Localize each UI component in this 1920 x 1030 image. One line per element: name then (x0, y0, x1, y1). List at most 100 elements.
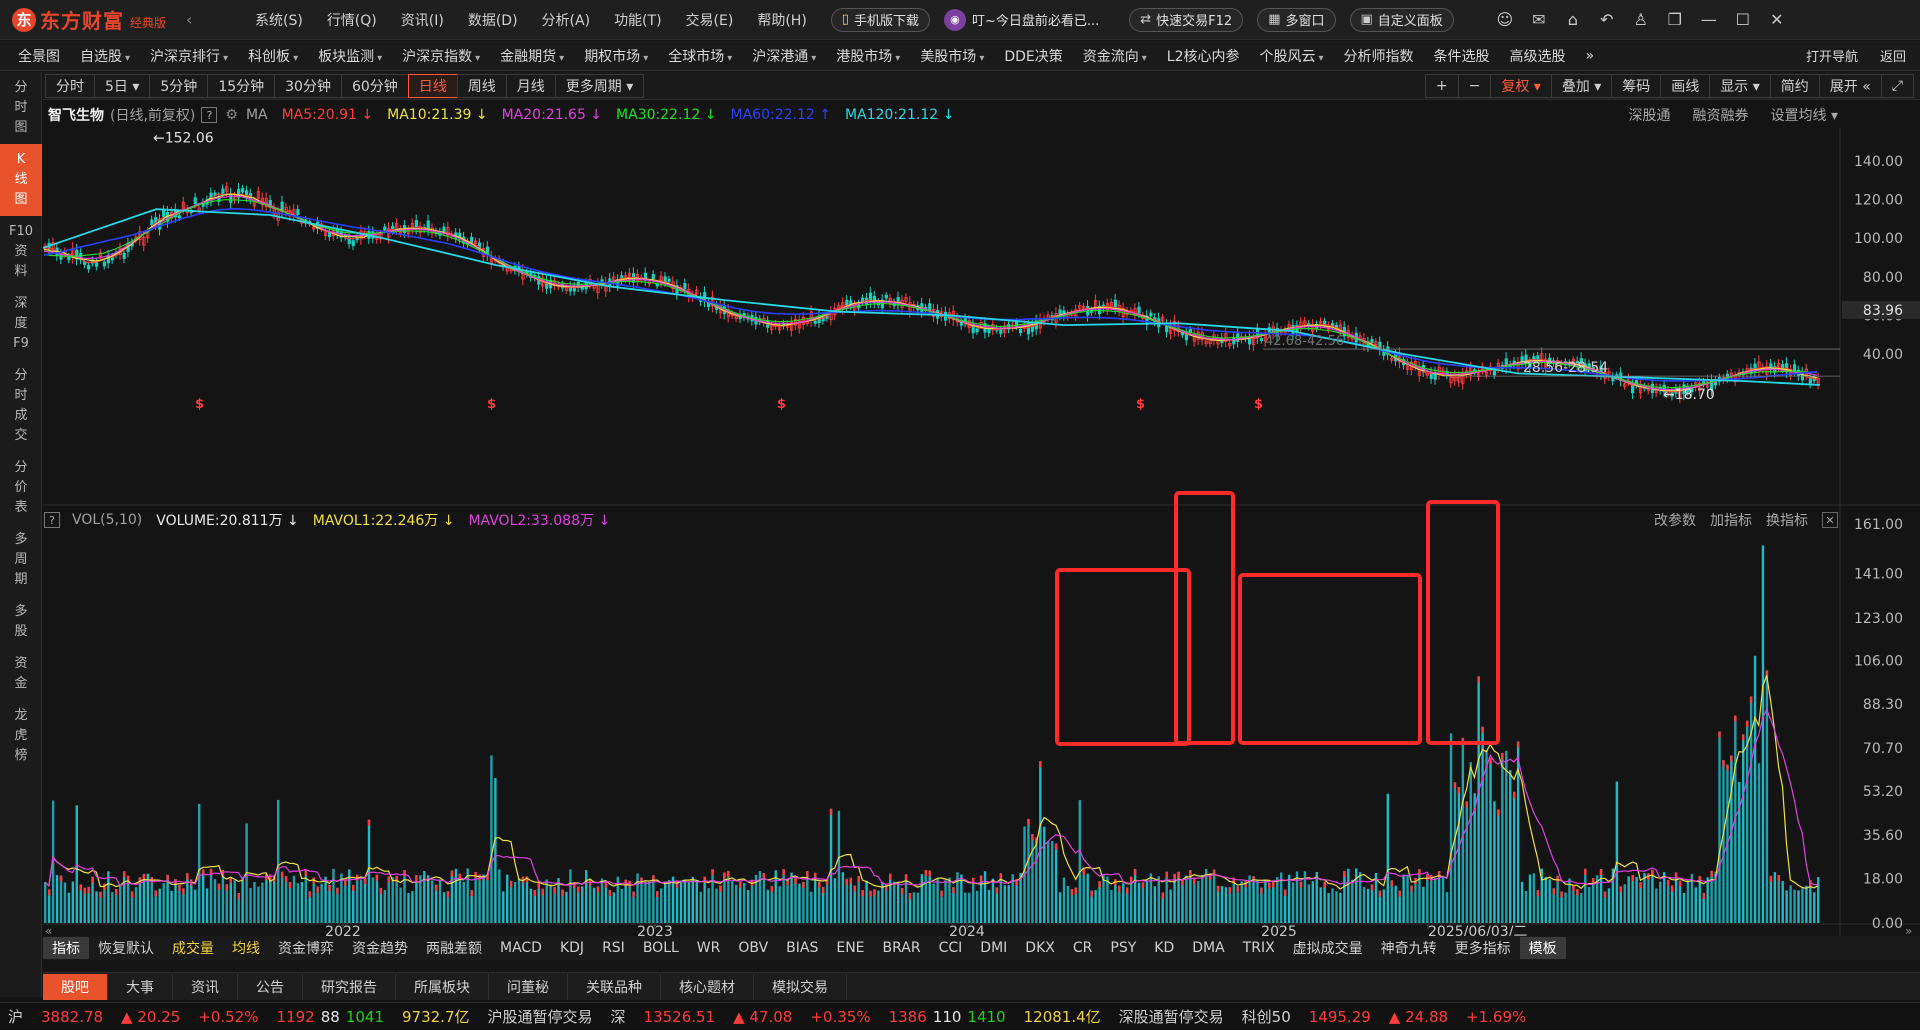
nav-item-8[interactable]: 全球市场 ▾ (668, 48, 733, 65)
stock-name[interactable]: 智飞生物 (48, 108, 104, 124)
info-tab-9[interactable]: 模拟交易 (754, 973, 847, 1000)
indicator-tab-26[interactable]: 更多指标 (1454, 941, 1511, 957)
indicator-tab-22[interactable]: DMA (1192, 940, 1225, 956)
home-icon[interactable]: ⌂ (1567, 10, 1578, 29)
info-tab-0[interactable]: 股吧 (43, 973, 108, 1000)
mobile-download-button[interactable]: ▯ 手机版下载 (830, 7, 930, 32)
info-tab-7[interactable]: 关联品种 (568, 973, 661, 1000)
indicator-tab-7[interactable]: MACD (500, 940, 542, 956)
info-tab-3[interactable]: 公告 (238, 973, 303, 1000)
indicator-tab-2[interactable]: 成交量 (172, 941, 214, 957)
indicator-tab-21[interactable]: KD (1154, 940, 1175, 956)
info-tab-5[interactable]: 所属板块 (396, 973, 489, 1000)
close-icon[interactable]: ✕ (1770, 10, 1784, 29)
sidebar-tab-4[interactable]: 分时成交 (0, 360, 42, 452)
chart-tool-3[interactable]: 叠加 ▾ (1550, 73, 1613, 98)
indicator-tab-1[interactable]: 恢复默认 (98, 941, 154, 957)
period-6[interactable]: 日线 (407, 73, 458, 98)
period-7[interactable]: 周线 (456, 73, 507, 98)
nav-more-icon[interactable]: » (1585, 47, 1595, 64)
info-tab-1[interactable]: 大事 (108, 973, 173, 1000)
nav-item-14[interactable]: L2核心内参 (1166, 48, 1240, 65)
info-tab-4[interactable]: 研究报告 (303, 973, 396, 1000)
nav-item-4[interactable]: 板块监测 ▾ (318, 48, 383, 65)
settings-gear-icon[interactable]: ⚙ (225, 107, 238, 123)
indicator-tab-18[interactable]: DKX (1025, 940, 1055, 956)
period-1[interactable]: 5日 ▾ (94, 73, 151, 98)
indicator-tab-5[interactable]: 资金趋势 (352, 941, 408, 957)
nav-item-17[interactable]: 条件选股 (1433, 48, 1490, 65)
menu-item-4[interactable]: 分析(A) (541, 12, 591, 29)
nav-item-5[interactable]: 沪深京指数 ▾ (402, 48, 481, 65)
multi-window-button[interactable]: ▦ 多窗口 (1257, 7, 1336, 32)
chart-tool-4[interactable]: 筹码 (1611, 73, 1662, 98)
period-0[interactable]: 分时 (45, 73, 95, 98)
indicator-tab-12[interactable]: OBV (738, 940, 769, 956)
indicator-tab-24[interactable]: 虚拟成交量 (1292, 941, 1363, 957)
add-indicator-button[interactable]: 加指标 (1710, 513, 1752, 529)
indicator-tab-16[interactable]: CCI (938, 940, 963, 956)
info-tab-2[interactable]: 资讯 (173, 973, 238, 1000)
nav-item-2[interactable]: 沪深京排行 ▾ (150, 48, 229, 65)
period-5[interactable]: 60分钟 (340, 73, 409, 98)
indicator-tab-25[interactable]: 神奇九转 (1380, 941, 1437, 957)
indicator-tab-13[interactable]: BIAS (786, 940, 819, 956)
indicator-tab-6[interactable]: 两融差额 (426, 941, 482, 957)
info-tab-6[interactable]: 问董秘 (489, 973, 568, 1000)
nav-item-0[interactable]: 全景图 (18, 48, 60, 65)
nav-item-12[interactable]: DDE决策 (1004, 48, 1063, 65)
indicator-tab-0[interactable]: 指标 (43, 937, 89, 959)
menu-item-2[interactable]: 资讯(I) (400, 12, 444, 29)
chart-tool-0[interactable]: + (1424, 73, 1459, 98)
indicator-tab-19[interactable]: CR (1072, 940, 1093, 956)
period-4[interactable]: 30分钟 (274, 73, 342, 98)
nav-item-16[interactable]: 分析师指数 (1343, 48, 1414, 65)
sidebar-tab-6[interactable]: 多周期 (0, 524, 42, 596)
sidebar-tab-3[interactable]: 深度 F9 (0, 288, 42, 360)
collapse-chevron-icon[interactable]: ‹ (186, 10, 193, 29)
nav-item-13[interactable]: 资金流向 ▾ (1082, 48, 1147, 65)
nav-item-11[interactable]: 美股市场 ▾ (920, 48, 985, 65)
open-nav-button[interactable]: 打开导航 (1805, 50, 1858, 65)
sh-index[interactable]: 3882.78 (41, 1007, 104, 1026)
info-tab-8[interactable]: 核心题材 (661, 973, 754, 1000)
nav-item-18[interactable]: 高级选股 (1509, 48, 1566, 65)
indicator-tab-14[interactable]: ENE (836, 940, 865, 956)
period-2[interactable]: 5分钟 (149, 73, 209, 98)
indicator-tab-4[interactable]: 资金博弈 (278, 941, 334, 957)
menu-item-0[interactable]: 系统(S) (255, 12, 303, 29)
chart-tool-2[interactable]: 复权 ▾ (1490, 73, 1552, 98)
indicator-tab-17[interactable]: DMI (980, 940, 1008, 956)
restore-icon[interactable]: ❐ (1667, 10, 1682, 29)
indicator-tab-27[interactable]: 模板 (1519, 937, 1566, 959)
nav-item-10[interactable]: 港股市场 ▾ (836, 48, 901, 65)
chart-tool-8[interactable]: 展开 « (1818, 73, 1882, 98)
custom-panel-button[interactable]: ▣ 自定义面板 (1349, 7, 1454, 32)
indicator-tab-8[interactable]: KDJ (559, 940, 585, 956)
nav-item-1[interactable]: 自选股 ▾ (80, 48, 131, 65)
nav-item-3[interactable]: 科创板 ▾ (248, 48, 299, 65)
menu-item-3[interactable]: 数据(D) (467, 12, 518, 29)
indicator-tab-23[interactable]: TRIX (1242, 940, 1275, 956)
nav-item-9[interactable]: 沪深港通 ▾ (752, 48, 817, 65)
period-9[interactable]: 更多周期 ▾ (554, 73, 645, 98)
kline-chart[interactable]: ✱✱✱✱✱✱✱✱✱✱✱✱✱✱✱✱✱✱✱✱✱✱✱✱✱✱✱✱✱✱✱✱✱✱✱✱✱✱✱✱… (43, 128, 1920, 936)
nav-item-7[interactable]: 期权市场 ▾ (584, 48, 649, 65)
back-button[interactable]: 返回 (1879, 50, 1906, 65)
period-3[interactable]: 15分钟 (207, 73, 276, 98)
chart-tool-7[interactable]: 简约 (1769, 73, 1820, 98)
indicator-tab-9[interactable]: RSI (602, 940, 625, 956)
menu-item-1[interactable]: 行情(Q) (326, 12, 377, 29)
menu-item-7[interactable]: 帮助(H) (757, 12, 807, 29)
volume-help-icon[interactable]: ? (44, 512, 60, 528)
ma-settings-dropdown[interactable]: 设置均线 ▾ (1770, 108, 1838, 124)
sidebar-tab-8[interactable]: 资金 (0, 648, 42, 700)
nav-item-15[interactable]: 个股风云 ▾ (1259, 48, 1324, 65)
back-icon[interactable]: ↶ (1600, 10, 1614, 29)
menu-item-6[interactable]: 交易(E) (685, 12, 734, 29)
indicator-tab-11[interactable]: WR (696, 940, 721, 956)
chart-tool-6[interactable]: 显示 ▾ (1709, 73, 1771, 98)
shirt-icon[interactable]: ♙ (1633, 10, 1648, 29)
sz-index[interactable]: 13526.51 (643, 1007, 716, 1026)
